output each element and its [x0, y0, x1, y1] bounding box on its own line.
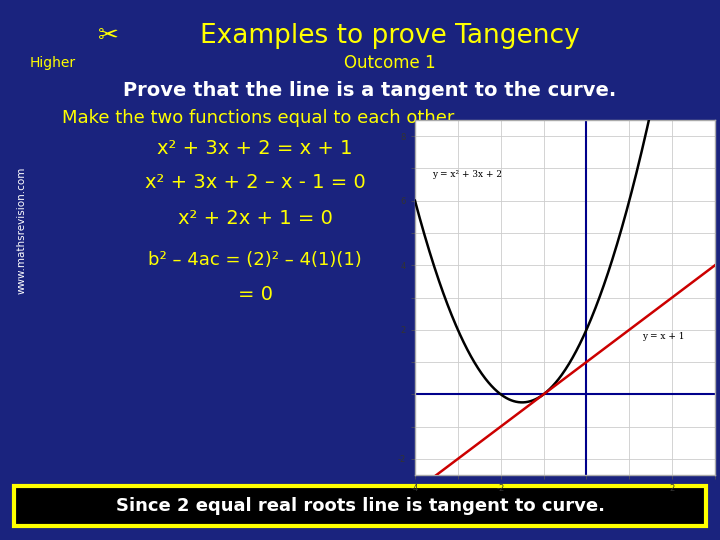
Text: Prove that the line is a tangent to the curve.: Prove that the line is a tangent to the …	[123, 80, 616, 99]
Text: Examples to prove Tangency: Examples to prove Tangency	[200, 23, 580, 49]
Text: ✂: ✂	[97, 24, 119, 48]
Text: Outcome 1: Outcome 1	[344, 54, 436, 72]
Text: = 0: = 0	[238, 286, 272, 305]
Text: x² + 3x + 2 – x - 1 = 0: x² + 3x + 2 – x - 1 = 0	[145, 172, 365, 192]
Text: b² – 4ac = (2)² – 4(1)(1): b² – 4ac = (2)² – 4(1)(1)	[148, 251, 362, 269]
Text: Make the two functions equal to each other.: Make the two functions equal to each oth…	[62, 109, 458, 127]
Text: x² + 3x + 2 = x + 1: x² + 3x + 2 = x + 1	[157, 138, 353, 158]
Text: y = x + 1: y = x + 1	[642, 332, 685, 341]
Text: x² + 2x + 1 = 0: x² + 2x + 1 = 0	[178, 208, 333, 227]
Text: Since 2 equal real roots line is tangent to curve.: Since 2 equal real roots line is tangent…	[115, 497, 605, 515]
FancyBboxPatch shape	[14, 486, 706, 526]
Text: www.mathsrevision.com: www.mathsrevision.com	[17, 166, 27, 294]
Text: y = x² + 3x + 2: y = x² + 3x + 2	[432, 170, 502, 179]
Text: Higher: Higher	[30, 56, 76, 70]
